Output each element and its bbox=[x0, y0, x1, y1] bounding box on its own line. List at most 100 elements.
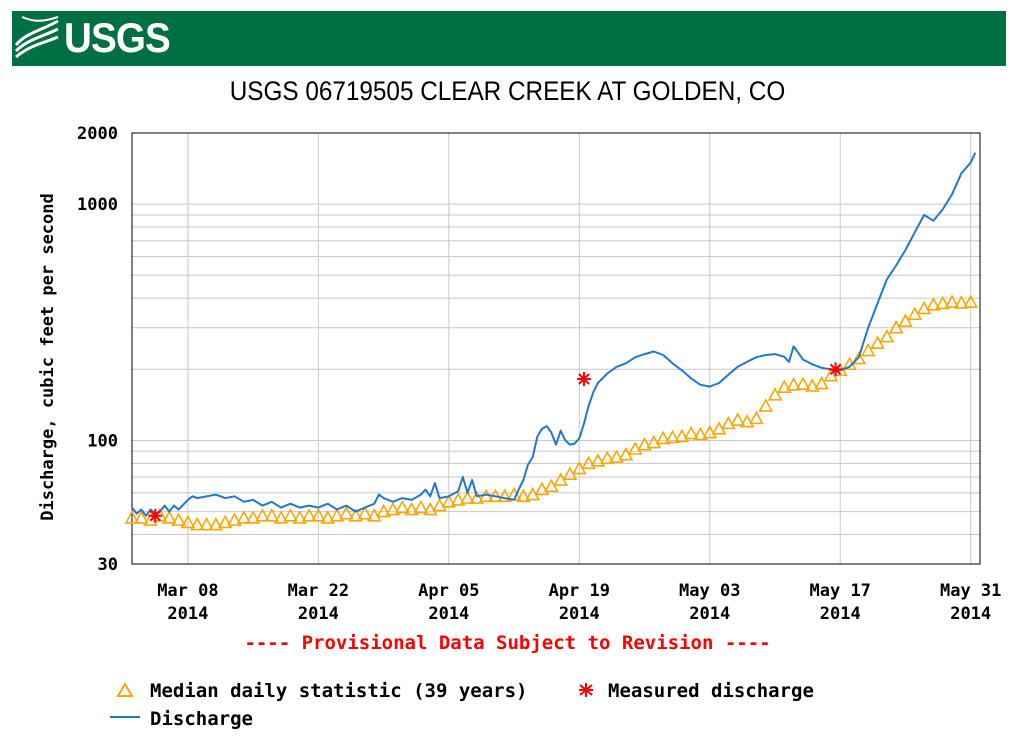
median-marker bbox=[683, 425, 699, 440]
discharge-series-line bbox=[131, 152, 977, 517]
median-marker bbox=[217, 514, 233, 529]
median-marker bbox=[804, 378, 820, 392]
median-marker bbox=[180, 514, 196, 529]
x-tick-year-label: 2014 bbox=[167, 604, 208, 624]
usgs-logo-text: USGS bbox=[64, 14, 171, 61]
measured-marker bbox=[828, 362, 843, 377]
median-marker bbox=[124, 510, 140, 524]
median-marker bbox=[189, 517, 205, 531]
median-marker bbox=[534, 481, 550, 496]
median-marker bbox=[730, 412, 746, 426]
median-marker bbox=[721, 415, 736, 430]
median-marker bbox=[245, 510, 261, 524]
x-tick-year-label: 2014 bbox=[298, 604, 339, 624]
measured-marker bbox=[576, 371, 591, 386]
chart-title: USGS 06719505 CLEAR CREEK AT GOLDEN, CO bbox=[229, 76, 786, 106]
legend-discharge-label: Discharge bbox=[150, 708, 253, 730]
median-marker bbox=[898, 313, 913, 327]
median-marker bbox=[404, 501, 419, 516]
median-marker bbox=[348, 508, 363, 522]
median-marker bbox=[767, 387, 783, 401]
legend-median-icon bbox=[116, 682, 134, 697]
median-marker bbox=[693, 426, 708, 441]
median-marker bbox=[590, 453, 606, 467]
plot-border bbox=[131, 132, 981, 565]
median-marker bbox=[450, 492, 466, 506]
median-marker bbox=[739, 414, 755, 428]
x-tick-year-label: 2014 bbox=[950, 604, 991, 624]
median-marker bbox=[870, 335, 885, 349]
median-marker bbox=[320, 510, 336, 524]
measured-marker bbox=[148, 508, 163, 523]
median-marker bbox=[627, 441, 643, 455]
median-marker bbox=[637, 436, 652, 451]
median-marker bbox=[264, 508, 280, 522]
median-series bbox=[124, 294, 979, 531]
median-marker bbox=[888, 320, 904, 334]
median-marker bbox=[255, 508, 270, 522]
median-marker bbox=[786, 377, 801, 391]
median-marker bbox=[665, 429, 680, 444]
median-marker bbox=[441, 494, 457, 508]
legend-measured-label: Measured discharge bbox=[608, 680, 814, 702]
median-marker bbox=[926, 297, 941, 311]
usgs-header-banner: USGS bbox=[12, 11, 1006, 66]
median-marker bbox=[954, 295, 969, 309]
y-tick-label: 100 bbox=[87, 431, 118, 451]
median-marker bbox=[795, 376, 811, 390]
median-marker bbox=[432, 497, 447, 512]
x-tick-label: May 17 bbox=[810, 581, 871, 601]
median-marker bbox=[674, 428, 690, 443]
median-marker bbox=[935, 295, 951, 310]
x-tick-label: Apr 05 bbox=[418, 581, 479, 601]
median-marker bbox=[283, 508, 298, 522]
x-tick-year-label: 2014 bbox=[820, 604, 861, 624]
median-marker bbox=[301, 508, 317, 522]
median-marker bbox=[376, 503, 391, 518]
median-marker bbox=[385, 501, 401, 516]
median-marker bbox=[963, 294, 979, 308]
x-tick-labels: Mar 08 2014 Mar 22 2014 Apr 05 2014 Apr 19 2014… bbox=[157, 581, 1001, 624]
median-marker bbox=[366, 508, 382, 522]
provisional-note: ---- Provisional Data Subject to Revisio… bbox=[244, 632, 771, 654]
median-marker bbox=[516, 488, 531, 503]
median-marker bbox=[357, 505, 373, 520]
median-marker bbox=[394, 499, 410, 514]
median-marker bbox=[814, 375, 829, 390]
median-marker bbox=[329, 508, 345, 522]
x-tick-year-label: 2014 bbox=[428, 604, 469, 624]
median-marker bbox=[460, 490, 475, 504]
y-tick-labels: 2000 1000 100 30 bbox=[77, 124, 118, 575]
legend-median-label: Median daily statistic (39 years) bbox=[150, 680, 528, 702]
median-marker bbox=[860, 342, 876, 357]
median-marker bbox=[609, 449, 624, 463]
median-marker bbox=[581, 455, 596, 470]
x-tick-label: Apr 19 bbox=[549, 581, 610, 601]
x-tick-label: May 31 bbox=[940, 581, 1001, 601]
median-marker bbox=[655, 430, 671, 445]
usgs-wave-logo-icon bbox=[14, 16, 59, 59]
median-marker bbox=[776, 379, 792, 393]
median-marker bbox=[599, 450, 615, 465]
median-marker bbox=[338, 505, 354, 520]
median-marker bbox=[469, 490, 485, 504]
measured-series bbox=[148, 362, 843, 523]
median-marker bbox=[646, 434, 662, 449]
median-marker bbox=[749, 410, 764, 425]
median-marker bbox=[227, 512, 242, 526]
grid-lines bbox=[132, 132, 980, 565]
median-marker bbox=[422, 501, 438, 516]
x-tick-label: Mar 08 bbox=[157, 581, 218, 601]
median-marker bbox=[292, 510, 308, 524]
median-marker bbox=[171, 512, 186, 526]
median-marker bbox=[702, 424, 718, 439]
median-marker bbox=[944, 294, 960, 308]
median-marker bbox=[916, 300, 932, 315]
median-marker bbox=[199, 517, 214, 531]
legend-measured-icon bbox=[579, 683, 593, 697]
median-marker bbox=[208, 517, 224, 531]
median-marker bbox=[497, 488, 513, 503]
x-tick-label: Mar 22 bbox=[288, 581, 349, 601]
